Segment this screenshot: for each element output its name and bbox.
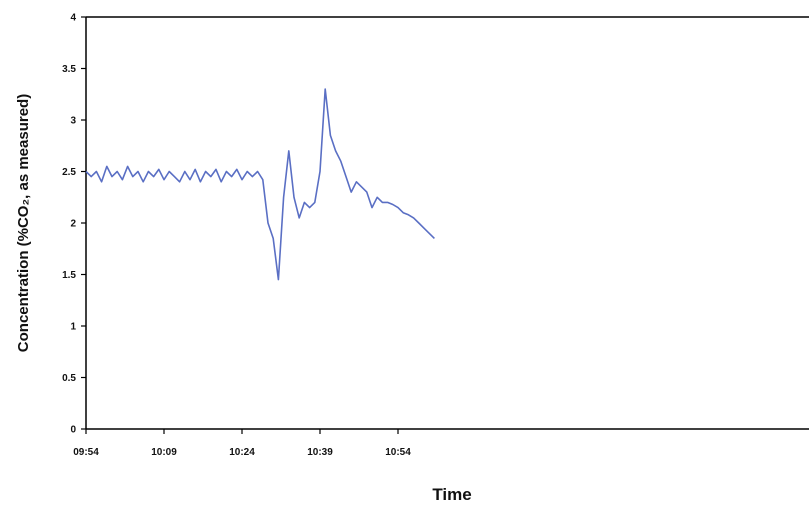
y-tick-label: 2.5 (62, 167, 76, 178)
x-tick-label: 10:24 (229, 447, 255, 458)
y-tick-label: 1 (70, 322, 76, 333)
co2-concentration-line (85, 88, 435, 281)
y-axis-title: Concentration (%CO₂, as measured) (15, 94, 32, 352)
x-axis-title: Time (432, 485, 471, 504)
y-tick-label: 4 (70, 13, 76, 24)
x-tick-label: 10:09 (151, 447, 177, 458)
x-axis-ticks: 09:54 10:09 10:24 10:39 10:54 (73, 429, 411, 458)
y-axis-ticks: 0 0.5 1 1.5 2 2.5 3 3.5 4 (62, 13, 86, 436)
y-tick-label: 1.5 (62, 270, 76, 281)
y-tick-label: 2 (70, 219, 76, 230)
x-tick-label: 09:54 (73, 447, 99, 458)
x-tick-label: 10:54 (385, 447, 411, 458)
y-tick-label: 3.5 (62, 64, 76, 75)
y-tick-label: 3 (70, 116, 76, 127)
y-tick-label: 0 (70, 425, 76, 436)
x-tick-label: 10:39 (307, 447, 333, 458)
y-tick-label: 0.5 (62, 373, 76, 384)
